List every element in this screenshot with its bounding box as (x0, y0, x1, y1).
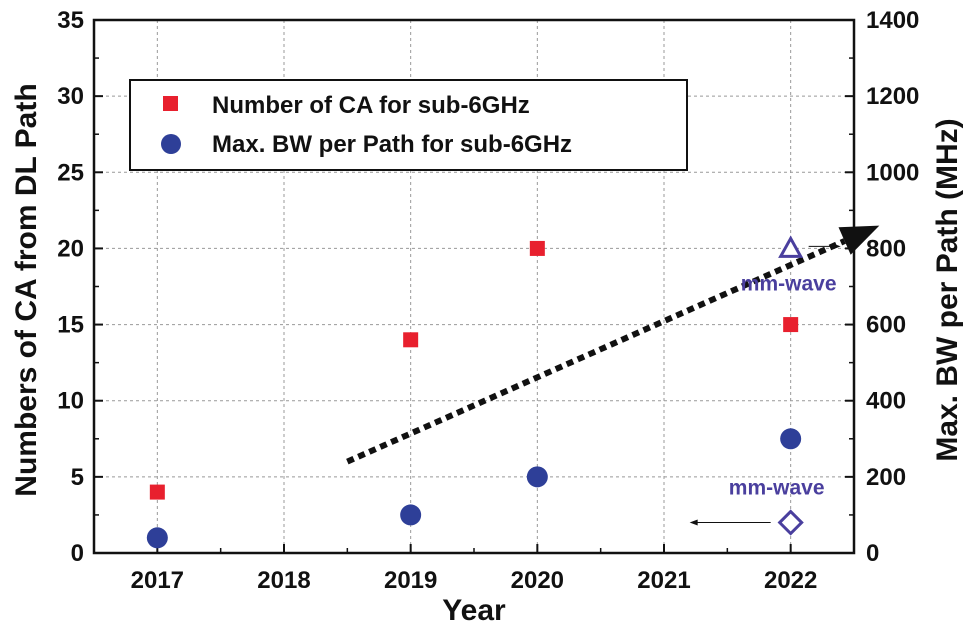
ca-point-2020 (529, 240, 545, 256)
left-tick-label-0: 0 (71, 540, 84, 567)
mmwave-label-bottom: mm-wave (729, 477, 825, 500)
right-axis-title: Max. BW per Path (MHz) (931, 118, 964, 461)
left-axis-title: Numbers of CA from DL Path (10, 83, 43, 496)
legend-label-ca: Number of CA for sub-6GHz (212, 92, 530, 119)
trend-arrow (346, 225, 880, 465)
left-tick-label-25: 25 (57, 159, 84, 186)
legend-box (129, 79, 688, 171)
axis-ticks: 2017 2018 2019 2020 2021 2022 0 5 10 15 20 25 30 35 0 2… (57, 7, 919, 594)
bw-point-2022 (780, 428, 802, 450)
left-tick-label-20: 20 (57, 235, 84, 262)
left-tick-label-5: 5 (71, 464, 84, 491)
legend-marker-bw (161, 134, 181, 154)
legend-label-bw: Max. BW per Path for sub-6GHz (212, 131, 572, 158)
x-tick-label-2018: 2018 (257, 567, 310, 594)
bw-point-2019 (400, 504, 422, 526)
right-tick-label-1200: 1200 (866, 83, 919, 110)
right-tick-label-1000: 1000 (866, 159, 919, 186)
left-tick-label-35: 35 (57, 7, 84, 34)
annotations: mm-wave mm-wave (689, 235, 841, 536)
trend-arrow-head (838, 225, 880, 255)
mmwave-arrowhead-left (689, 519, 698, 526)
ca-point-2017 (149, 484, 165, 500)
x-tick-label-2017: 2017 (131, 567, 184, 594)
x-tick-label-2019: 2019 (384, 567, 437, 594)
right-tick-label-200: 200 (866, 464, 906, 491)
right-tick-label-400: 400 (866, 388, 906, 415)
mmwave-label-top: mm-wave (741, 272, 837, 295)
data-marks (146, 240, 802, 549)
mmwave-triangle-point (778, 235, 804, 258)
left-tick-label-10: 10 (57, 388, 84, 415)
left-tick-label-30: 30 (57, 83, 84, 110)
bw-point-2017 (146, 527, 168, 549)
x-tick-label-2020: 2020 (511, 567, 564, 594)
legend-marker-ca (163, 96, 178, 111)
right-tick-label-0: 0 (866, 540, 879, 567)
ca-point-2019 (403, 332, 419, 348)
legend: Number of CA for sub-6GHz Max. BW per Pa… (129, 79, 688, 171)
x-axis-title: Year (442, 594, 506, 627)
ca-point-2022 (783, 317, 799, 333)
right-tick-label-800: 800 (866, 235, 906, 262)
x-tick-label-2021: 2021 (637, 567, 690, 594)
bw-point-2020 (526, 466, 548, 488)
x-tick-label-2022: 2022 (764, 567, 817, 594)
mmwave-diamond-point (777, 509, 804, 536)
mmwave-arrowhead-right (832, 243, 841, 250)
right-tick-label-600: 600 (866, 312, 906, 339)
trend-arrow-shaft (346, 238, 846, 465)
left-tick-label-15: 15 (57, 312, 84, 339)
right-tick-label-1400: 1400 (866, 7, 919, 34)
